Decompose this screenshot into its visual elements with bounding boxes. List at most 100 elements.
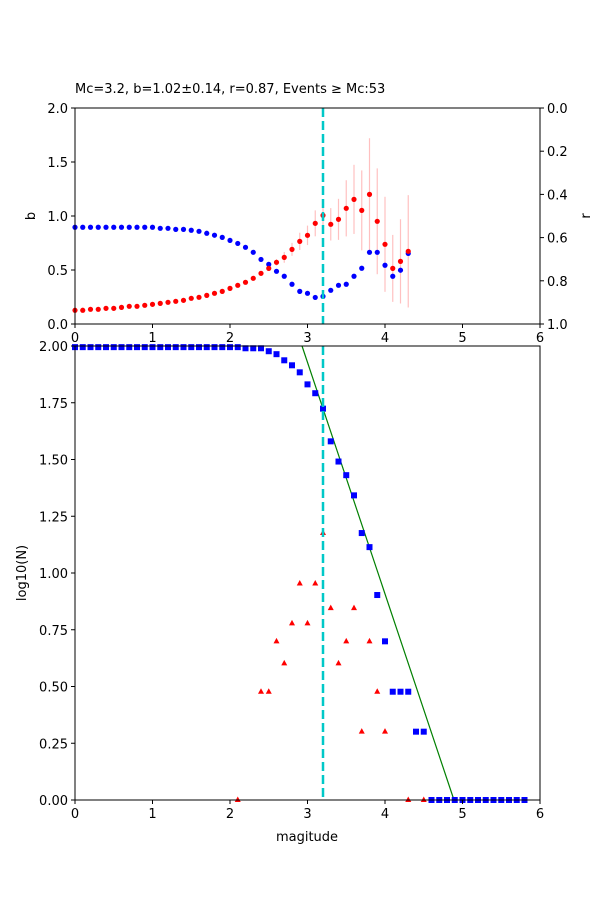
cumulative-point bbox=[141, 344, 148, 351]
b-point bbox=[266, 265, 272, 271]
r-point bbox=[111, 224, 117, 230]
y-right-tick-label: 0.2 bbox=[547, 145, 568, 160]
r-point bbox=[273, 268, 280, 274]
b-point bbox=[219, 288, 225, 294]
cumulative-point bbox=[351, 492, 357, 499]
r-point bbox=[250, 249, 256, 255]
cumulative-point bbox=[188, 344, 195, 351]
x-tick-label: 2 bbox=[226, 331, 234, 346]
b-point bbox=[366, 191, 373, 197]
b-point bbox=[118, 304, 125, 310]
r-point bbox=[297, 288, 303, 294]
noncumulative-point bbox=[304, 619, 311, 626]
cumulative-point bbox=[149, 344, 156, 351]
b-point bbox=[103, 305, 109, 311]
cumulative-point bbox=[126, 344, 133, 351]
y-tick-label: 1.50 bbox=[39, 454, 68, 469]
r-point bbox=[134, 224, 140, 230]
r-point bbox=[227, 237, 233, 244]
r-point bbox=[312, 294, 318, 301]
r-point bbox=[397, 267, 404, 273]
b-point bbox=[250, 275, 256, 281]
cumulative-point bbox=[420, 728, 427, 735]
cumulative-point bbox=[234, 344, 241, 351]
b-point bbox=[343, 205, 349, 211]
b-point bbox=[204, 292, 210, 298]
b-point bbox=[374, 218, 380, 224]
cumulative-point bbox=[389, 688, 396, 695]
noncumulative-point bbox=[374, 688, 381, 694]
noncumulative-point bbox=[335, 659, 342, 666]
b-point bbox=[173, 298, 179, 304]
b-point bbox=[196, 294, 202, 300]
x-tick-label: 0 bbox=[71, 331, 79, 346]
cumulative-point bbox=[211, 344, 218, 351]
b-point bbox=[273, 259, 280, 265]
r-point bbox=[157, 225, 163, 231]
noncumulative-point bbox=[289, 619, 295, 626]
noncumulative-point bbox=[273, 637, 280, 644]
b-point bbox=[111, 305, 117, 311]
cumulative-point bbox=[87, 344, 94, 351]
bottom-x-label: magitude bbox=[276, 830, 338, 845]
y-tick-label: 1.25 bbox=[39, 510, 68, 525]
b-point bbox=[289, 246, 295, 252]
x-tick-label: 6 bbox=[536, 331, 544, 346]
cumulative-point bbox=[327, 438, 334, 445]
cumulative-point bbox=[134, 344, 140, 351]
x-tick-label: 6 bbox=[536, 807, 544, 822]
r-point bbox=[335, 282, 342, 288]
x-tick-label: 1 bbox=[148, 807, 156, 822]
cumulative-point bbox=[250, 345, 257, 352]
r-point bbox=[196, 228, 202, 234]
y-tick-label: 1.75 bbox=[39, 397, 68, 412]
chart-title: Mc=3.2, b=1.02±0.14, r=0.87, Events ≥ Mc… bbox=[75, 82, 385, 97]
cumulative-point bbox=[273, 351, 280, 358]
cumulative-point bbox=[382, 638, 388, 645]
r-point bbox=[204, 230, 210, 236]
b-point bbox=[405, 248, 411, 254]
cumulative-point bbox=[219, 344, 226, 351]
r-point bbox=[219, 234, 225, 240]
noncumulative-point bbox=[382, 728, 388, 734]
r-point bbox=[366, 249, 373, 255]
x-tick-label: 1 bbox=[148, 331, 156, 346]
r-point bbox=[103, 224, 109, 230]
noncumulative-point bbox=[420, 796, 427, 802]
r-point bbox=[266, 261, 272, 267]
y-tick-label: 2.00 bbox=[39, 340, 68, 355]
r-point bbox=[149, 224, 156, 230]
cumulative-point bbox=[304, 381, 311, 388]
r-point bbox=[188, 227, 194, 233]
x-tick-label: 5 bbox=[458, 807, 466, 822]
r-point bbox=[328, 287, 334, 293]
b-point bbox=[134, 303, 140, 309]
r-point bbox=[173, 226, 179, 232]
r-point bbox=[304, 290, 311, 296]
b-point bbox=[258, 270, 264, 276]
noncumulative-point bbox=[312, 579, 319, 586]
r-point bbox=[374, 249, 380, 255]
r-point bbox=[289, 281, 295, 287]
noncumulative-point bbox=[358, 728, 365, 734]
r-point bbox=[390, 273, 396, 279]
cumulative-point bbox=[265, 348, 272, 355]
x-tick-label: 2 bbox=[226, 807, 234, 822]
b-point bbox=[188, 295, 194, 301]
cumulative-point bbox=[289, 362, 295, 369]
noncumulative-point bbox=[281, 659, 288, 666]
b-point bbox=[242, 279, 249, 285]
b-point bbox=[95, 306, 101, 312]
b-point bbox=[227, 285, 233, 291]
cumulative-point bbox=[203, 344, 210, 351]
y-tick-label: 2.0 bbox=[47, 102, 68, 117]
r-point bbox=[359, 265, 365, 271]
b-point bbox=[297, 238, 303, 244]
noncumulative-point bbox=[351, 604, 357, 611]
y-tick-label: 0.50 bbox=[39, 681, 68, 696]
y-right-tick-label: 0.0 bbox=[547, 102, 568, 117]
y-tick-label: 0.25 bbox=[39, 737, 68, 752]
b-point bbox=[351, 196, 357, 202]
r-point bbox=[211, 232, 218, 238]
b-point bbox=[382, 241, 388, 247]
